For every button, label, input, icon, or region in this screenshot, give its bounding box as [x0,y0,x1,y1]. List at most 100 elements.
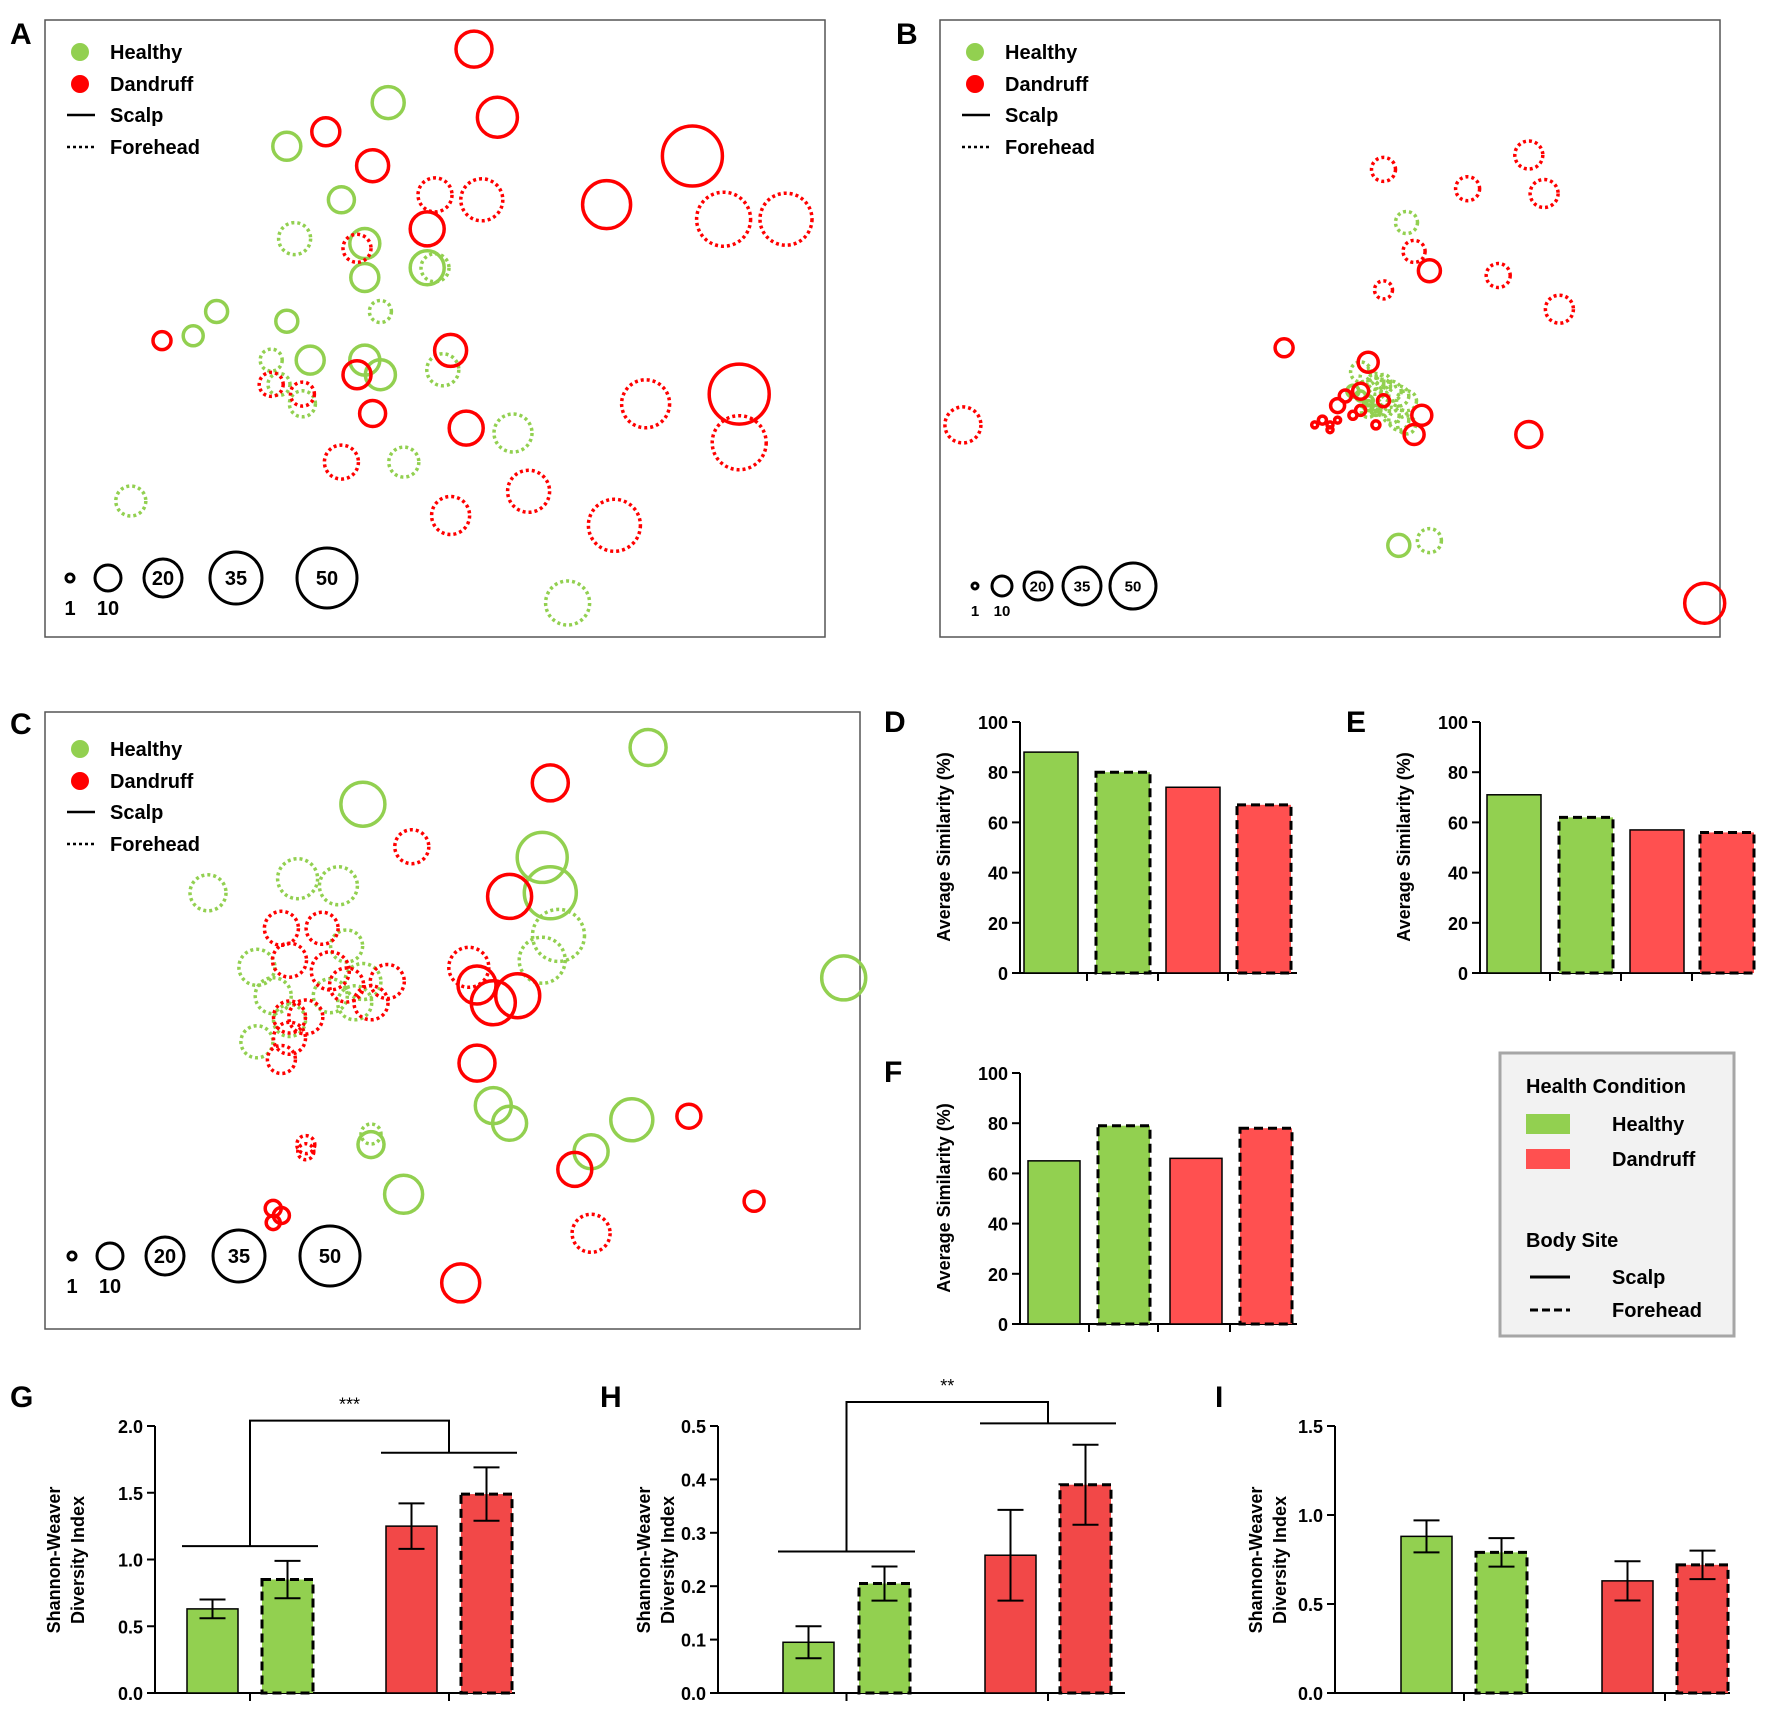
y-tick-label: 80 [988,1114,1008,1134]
y-axis-title: Shannon-Weaver Diversity Index [634,1487,678,1634]
bubble-dandruff-forehead [288,380,317,408]
y-axis-title-line: Shannon-Weaver [634,1487,654,1634]
bubble-dandruff-forehead [429,494,472,537]
bubble-healthy-forehead [114,484,148,518]
y-tick-label: 0.0 [118,1684,143,1704]
y-tick-label: 40 [988,1215,1008,1235]
y-tick-label: 0.0 [1298,1684,1323,1704]
bubble-healthy-scalp [181,324,205,348]
bubble-dandruff-scalp [660,124,725,188]
scale-bubble-50 [295,546,359,610]
panel-f-bar-chart: F 0 20 40 60 80 100 Average Similarity (%) [884,1056,1297,1335]
y-tick-label: 20 [1448,914,1468,934]
legend-forehead-label: Forehead [1005,137,1095,159]
scale-bubble-35 [1061,565,1103,607]
bubble-healthy-scalp [382,1173,425,1216]
bubble-healthy-scalp [326,185,357,215]
scale-bubble-35 [211,1228,267,1284]
bar-healthy-forehead [1096,1124,1152,1326]
panel-label: I [1215,1381,1223,1414]
scale-label-50: 50 [316,568,338,590]
legend-healthy-label: Healthy [1612,1114,1685,1136]
y-tick-label: 40 [988,864,1008,884]
scale-label-35: 35 [228,1246,250,1268]
bubble-healthy-scalp [819,954,868,1002]
bar-healthy-forehead [857,1582,912,1695]
bubble-healthy-scalp [274,308,300,334]
bubble-dandruff-forehead [943,405,983,445]
bubble-healthy-forehead [1393,209,1420,236]
legend-dandruff-label: Dandruff [1005,74,1089,96]
bubble-dandruff-forehead [1528,177,1560,210]
scale-bubble-20 [1022,570,1054,602]
legend-site-title: Body Site [1526,1230,1618,1252]
scale-bubble-10 [990,574,1014,598]
bubble-dandruff-scalp [675,1102,703,1130]
bubble-dandruff-forehead [586,497,643,554]
bubble-healthy-forehead [343,961,383,1002]
y-axis-title: Average Similarity (%) [934,752,954,941]
bubble-dandruff-forehead [287,998,325,1036]
y-tick-label: 1.5 [1298,1417,1323,1437]
bubble-healthy-forehead [287,389,318,419]
bubble-dandruff-scalp [457,1043,497,1083]
bubble-healthy-scalp [349,261,381,294]
bubble-healthy-forehead [258,347,284,373]
panel-label: D [884,706,906,739]
panel-label: G [10,1381,33,1414]
legend-healthy-dot [71,43,89,61]
bubble-healthy-forehead [1374,372,1393,391]
bubble-healthy-forehead [367,298,394,325]
bubble-dandruff-scalp [1328,396,1347,415]
bubble-dandruff-forehead [570,1212,612,1255]
bubble-healthy-scalp [628,727,668,768]
legend-health-title: Health Condition [1526,1076,1686,1098]
scale-label-50: 50 [1125,578,1142,595]
y-tick-label: 0.1 [681,1631,706,1651]
scale-bubble-1 [970,581,980,591]
bubble-dandruff-forehead [271,1020,308,1056]
bubble-healthy-forehead [1374,377,1393,396]
bubble-healthy-scalp [515,830,569,885]
bubble-dandruff-scalp [454,29,494,69]
y-tick-label: 0.5 [681,1417,706,1437]
bubble-dandruff-scalp [408,210,446,248]
bubble-dandruff-forehead [619,378,672,430]
bar-healthy-scalp [1486,794,1542,974]
scale-bubble-20 [142,557,184,599]
bubble-dandruff-forehead [1372,279,1395,301]
y-axis-title-line: Shannon-Weaver [44,1487,64,1634]
scale-bubble-50 [298,1224,362,1288]
scale-bubble-1 [66,1250,78,1262]
bubble-dandruff-forehead [327,966,366,1004]
bubble-healthy-forehead [317,865,360,907]
bubble-dandruff-forehead [322,443,361,481]
bar-dandruff-forehead [1235,803,1293,975]
bar-dandruff-scalp [1629,829,1685,974]
bubble-dandruff-forehead [309,950,352,992]
legend-dandruff-dot [966,75,984,93]
y-tick-label: 1.0 [1298,1506,1323,1526]
y-tick-label: 0.4 [681,1470,706,1490]
panel-a-mds-plot: A Healthy Dandruff Scalp Forehead 1 10 20 35 50 [10,18,826,638]
bubble-healthy-forehead [1379,379,1403,403]
panel-i-bar-chart: I 0.0 0.5 1.0 1.5 Shannon-Weaver Diversity Ind… [1215,1381,1730,1704]
bubble-healthy-scalp [522,865,579,921]
bubble-dandruff-scalp [354,147,391,184]
bubble-healthy-scalp [370,84,406,121]
bubble-dandruff-scalp [341,358,373,391]
bar-healthy-scalp [1027,1160,1081,1325]
significance-label: *** [339,1395,360,1415]
scale-label-10: 10 [97,598,119,620]
legend-dandruff-dot [71,75,89,93]
scale-label-1: 1 [64,598,75,620]
bar-chart-legend: Health Condition Healthy Dandruff Body S… [1498,1051,1736,1338]
scale-label-10: 10 [994,603,1011,620]
bubble-dandruff-scalp [1347,409,1359,422]
bubble-healthy-forehead [530,907,587,964]
bubble-dandruff-scalp [357,398,388,429]
bubble-healthy-scalp [271,130,303,163]
bubble-healthy-scalp [294,344,326,376]
bubble-healthy-scalp [408,249,446,287]
